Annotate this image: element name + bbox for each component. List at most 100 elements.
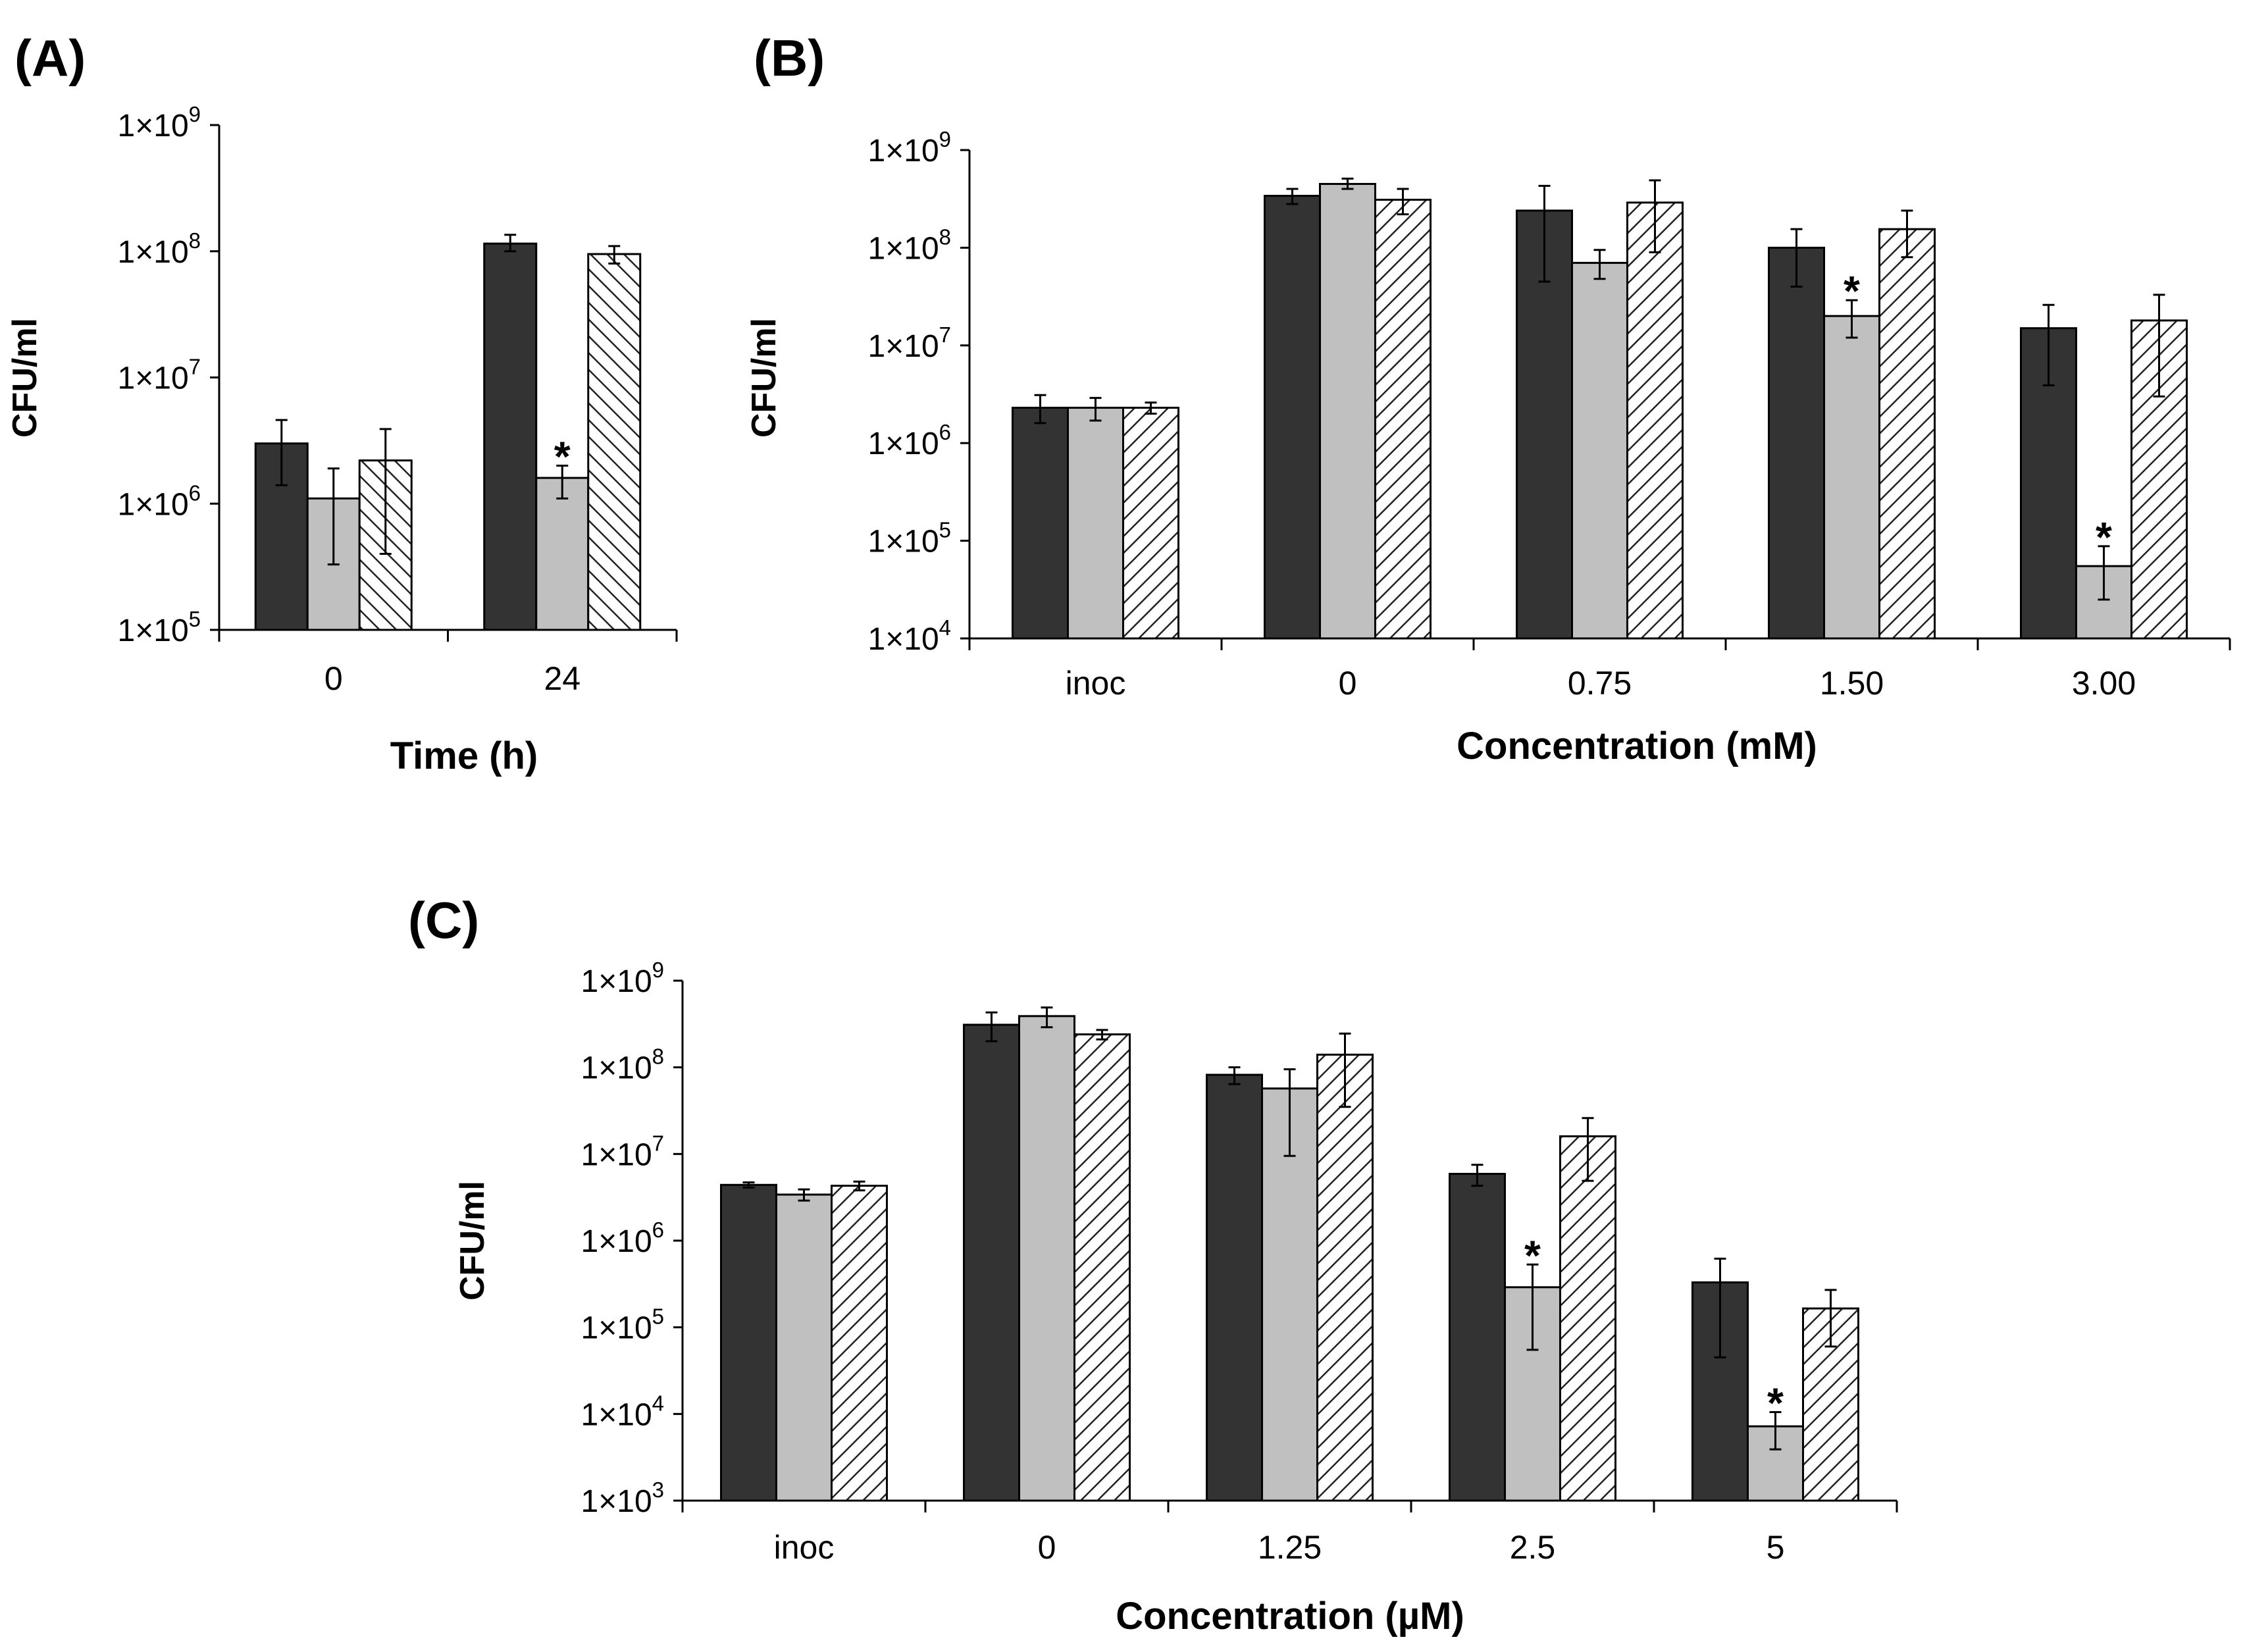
error-bar <box>1901 209 1913 259</box>
bar <box>1018 1015 1075 1502</box>
bar <box>1012 407 1069 640</box>
bar <box>2130 319 2188 640</box>
error-bar <box>608 245 621 265</box>
bar <box>1823 315 1880 640</box>
error-bar <box>1283 1068 1296 1157</box>
panel-b-chart: (B) 1×104 1×105 1×106 1×107 1×108 1×109 inoc 0 0.… <box>745 29 2231 767</box>
x-tick-label: 0 <box>1038 1529 1056 1566</box>
error-bar <box>327 467 340 566</box>
y-tick-label: 1×105 <box>868 518 951 559</box>
error-bar <box>1041 1006 1053 1029</box>
bar <box>720 1183 777 1502</box>
x-tick-label: 0 <box>324 660 343 697</box>
error-bar <box>1341 177 1354 190</box>
error-bar <box>1471 1164 1484 1187</box>
error-bar <box>1582 1117 1594 1182</box>
y-tick-label: 1×107 <box>118 355 201 396</box>
y-tick-label: 1×106 <box>118 480 201 522</box>
y-tick-label: 1×109 <box>581 958 664 999</box>
panel-a-chart: (A) 1×105 1×106 1×107 1×108 1×109 0 24 * Time (h)… <box>6 29 678 777</box>
bar <box>1571 261 1628 640</box>
x-axis-title: Concentration (mM) <box>1457 725 1817 767</box>
bar <box>483 242 538 631</box>
bar <box>1374 198 1432 640</box>
error-bar <box>985 1011 998 1043</box>
bar <box>775 1193 833 1502</box>
x-axis-title: Concentration (µM) <box>1116 1595 1464 1638</box>
bar <box>1067 407 1124 640</box>
x-tick-label: 0.75 <box>1568 665 1632 702</box>
error-bar <box>556 465 569 500</box>
y-tick-label: 1×109 <box>868 127 951 168</box>
error-bar <box>2042 303 2055 386</box>
x-tick-label: 5 <box>1767 1529 1785 1566</box>
x-tick-label: 0 <box>1339 665 1357 702</box>
y-axis-title: CFU/ml <box>453 1181 492 1301</box>
y-tick-label: 1×106 <box>868 420 951 461</box>
significance-asterisk: * <box>1844 267 1860 315</box>
error-bar <box>798 1188 810 1202</box>
error-bar <box>1649 179 1661 253</box>
bar <box>1122 407 1179 640</box>
y-axis-title: CFU/ml <box>745 318 783 438</box>
x-tick-label: 24 <box>544 660 581 697</box>
error-bar <box>853 1180 865 1192</box>
y-tick-label: 1×108 <box>868 224 951 266</box>
error-bar <box>1286 188 1299 205</box>
x-tick-label: 1.50 <box>1820 665 1884 702</box>
y-tick-label: 1×108 <box>118 228 201 270</box>
bar <box>1504 1286 1561 1502</box>
bar <box>1449 1173 1506 1502</box>
x-tick-label: inoc <box>1066 665 1126 702</box>
bar <box>587 253 642 631</box>
panel-c-chart: (C) 1×103 1×104 1×105 1×106 1×107 1×108 1×109 in… <box>408 891 1898 1638</box>
y-tick-label: 1×105 <box>118 607 201 648</box>
error-bar <box>1096 1029 1108 1041</box>
error-bar <box>1769 1411 1782 1451</box>
error-bar <box>1526 1263 1539 1351</box>
significance-asterisk: * <box>1767 1380 1784 1427</box>
panel-label: (A) <box>14 29 86 87</box>
bar <box>831 1185 888 1502</box>
x-tick-label: 1.25 <box>1258 1529 1322 1566</box>
significance-asterisk: * <box>1524 1231 1541 1279</box>
error-bar <box>379 428 392 555</box>
panel-label: (B) <box>754 29 825 87</box>
y-tick-label: 1×105 <box>581 1304 664 1346</box>
error-bar <box>2098 545 2110 601</box>
bar <box>1691 1281 1749 1502</box>
y-tick-label: 1×107 <box>581 1131 664 1172</box>
panel-label: (C) <box>408 891 479 949</box>
error-bar <box>742 1181 755 1189</box>
error-bar <box>504 234 517 253</box>
y-axis-title: CFU/ml <box>6 318 44 438</box>
bar <box>1319 182 1376 640</box>
bar <box>1768 246 1825 640</box>
y-tick-label: 1×108 <box>581 1045 664 1086</box>
bar <box>1878 228 1936 640</box>
bar <box>1206 1073 1263 1502</box>
error-bar <box>1538 184 1551 283</box>
x-tick-label: 2.5 <box>1510 1529 1556 1566</box>
error-bar <box>1790 228 1803 288</box>
bar <box>1626 201 1684 640</box>
error-bar <box>2153 294 2165 398</box>
significance-asterisk: * <box>2096 513 2112 561</box>
error-bar <box>1824 1289 1837 1348</box>
error-bar <box>275 419 288 486</box>
error-bar <box>1714 1257 1726 1358</box>
bar <box>1073 1033 1131 1502</box>
error-bar <box>1339 1032 1351 1108</box>
error-bar <box>1089 397 1102 422</box>
bar <box>1559 1135 1616 1502</box>
y-tick-label: 1×104 <box>868 615 951 657</box>
y-tick-label: 1×109 <box>118 102 201 143</box>
bar <box>1316 1053 1374 1502</box>
significance-asterisk: * <box>554 433 571 480</box>
x-tick-label: inoc <box>774 1529 835 1566</box>
error-bar <box>1397 188 1409 216</box>
y-tick-label: 1×104 <box>581 1391 664 1432</box>
y-tick-label: 1×103 <box>581 1478 664 1519</box>
bar <box>1264 195 1321 640</box>
